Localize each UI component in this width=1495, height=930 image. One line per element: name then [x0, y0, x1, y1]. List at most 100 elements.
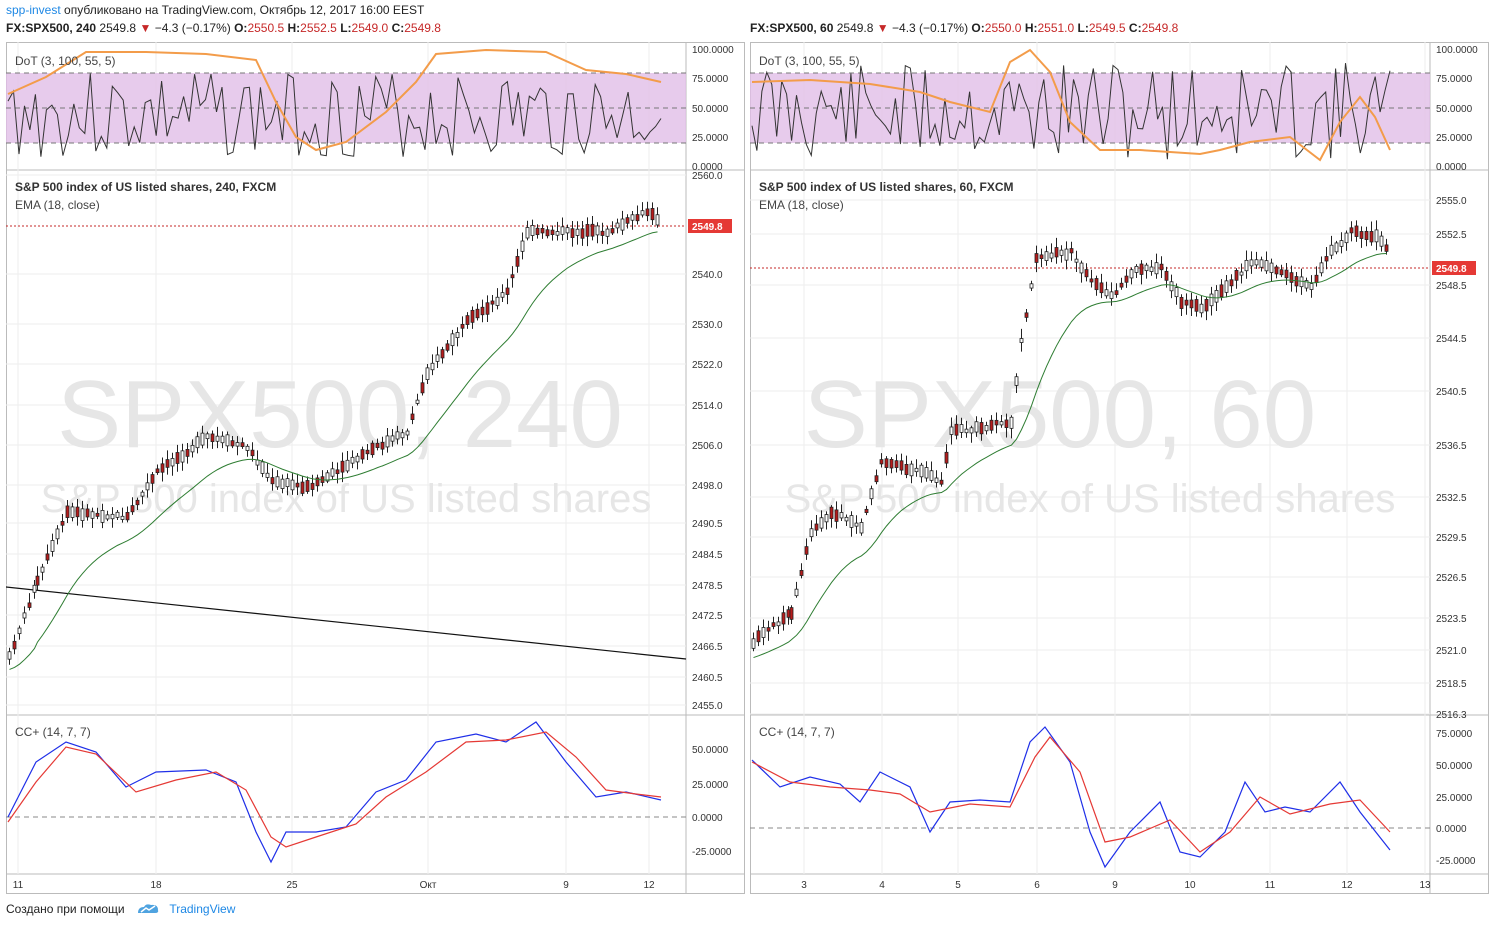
candle	[1149, 259, 1154, 276]
price-tick: 2455.0	[692, 701, 723, 712]
price-tick: 2552.5	[1436, 230, 1467, 241]
candle	[495, 288, 500, 310]
watermark-description: S&P 500 index of US listed shares	[785, 477, 1396, 521]
candle	[766, 620, 771, 641]
right-chart-panel[interactable]: DoT (3, 100, 55, 5) 100.0000 75.0000 50.…	[750, 42, 1489, 894]
candle	[60, 513, 65, 533]
candle	[570, 221, 575, 247]
candle	[979, 417, 984, 441]
time-tick: 11	[13, 880, 24, 891]
candle	[465, 312, 470, 329]
trendline[interactable]	[6, 586, 687, 660]
dot-oscillator-line	[751, 63, 1391, 160]
candle	[1364, 226, 1369, 247]
candle	[1309, 275, 1314, 298]
right-symbol[interactable]: FX:SPX500, 60	[750, 21, 834, 35]
candle	[17, 625, 22, 640]
candle	[1294, 272, 1299, 293]
right-high: 2551.0	[1037, 21, 1075, 35]
candle	[485, 295, 490, 322]
candle	[859, 518, 864, 536]
candle	[365, 443, 370, 460]
candle	[899, 453, 904, 475]
candle	[540, 224, 545, 239]
candle	[934, 470, 939, 488]
candle	[1264, 251, 1269, 274]
candle	[590, 216, 595, 241]
candle	[525, 220, 530, 241]
candle	[1324, 246, 1329, 270]
time-tick: Окт	[420, 880, 437, 891]
candle	[1099, 273, 1104, 299]
candle	[425, 364, 430, 384]
down-arrow-icon: ▼	[876, 21, 889, 35]
tradingview-link[interactable]: TradingView	[169, 902, 236, 916]
left-chart-svg[interactable]: DoT (3, 100, 55, 5) 100.0000 75.0000 50.…	[6, 42, 745, 894]
candle	[1239, 263, 1244, 284]
candle	[824, 511, 829, 530]
left-chart-panel[interactable]: DoT (3, 100, 55, 5) 100.0000 75.0000 50.…	[6, 42, 745, 894]
candle	[834, 501, 839, 529]
candle	[350, 450, 355, 469]
candle	[1024, 308, 1029, 322]
candle	[1209, 286, 1214, 316]
time-tick: 4	[879, 880, 885, 891]
candle	[1084, 263, 1089, 282]
candle	[904, 455, 909, 479]
c-label: C:	[1128, 21, 1142, 35]
cc-slow-line	[751, 736, 1391, 853]
candle	[565, 224, 570, 240]
candle	[375, 438, 380, 451]
price-tick: 2532.5	[1436, 493, 1467, 504]
candle	[1269, 258, 1274, 282]
candle	[869, 485, 874, 506]
candle	[1344, 230, 1349, 251]
candle	[854, 515, 859, 534]
candle	[345, 450, 350, 474]
price-badge-text: 2549.8	[1436, 264, 1467, 275]
price-badge	[688, 219, 732, 233]
cc-tick: 50.0000	[692, 745, 729, 756]
right-chart-svg[interactable]: DoT (3, 100, 55, 5) 100.0000 75.0000 50.…	[750, 42, 1489, 894]
candle	[1094, 275, 1099, 296]
candle	[585, 217, 590, 247]
candle	[974, 416, 979, 437]
candle	[210, 430, 215, 449]
dot-tick: 0.0000	[692, 162, 723, 173]
candle	[160, 457, 165, 482]
candle	[315, 474, 320, 492]
price-tick: 2518.5	[1436, 679, 1467, 690]
candle	[1154, 253, 1159, 279]
candle	[75, 498, 80, 526]
candle	[270, 468, 275, 491]
candle	[115, 510, 120, 521]
ema-label: EMA (18, close)	[15, 198, 100, 212]
candle	[240, 437, 245, 449]
candle	[1129, 267, 1134, 285]
right-symbol-line: FX:SPX500, 60 2549.8 ▼ −4.3 (−0.17%) O:2…	[750, 21, 1178, 35]
candle	[1089, 269, 1094, 288]
candle	[390, 428, 395, 447]
left-symbol[interactable]: FX:SPX500, 240	[6, 21, 97, 35]
author-link[interactable]: spp-invest	[6, 3, 61, 17]
candle	[1004, 413, 1009, 438]
candle	[989, 415, 994, 434]
candle	[395, 425, 400, 445]
time-tick: 5	[955, 880, 961, 891]
candle	[1189, 292, 1194, 317]
candle	[520, 232, 525, 260]
candle	[1079, 260, 1084, 283]
candle	[776, 616, 781, 634]
left-low: 2549.0	[351, 21, 389, 35]
candle	[330, 461, 335, 480]
price-tick: 2484.5	[692, 550, 723, 561]
candle	[914, 459, 919, 477]
candle	[944, 444, 949, 469]
candle	[984, 421, 989, 435]
candle	[560, 217, 565, 241]
price-badge-text: 2549.8	[692, 222, 723, 233]
cc-tick: 0.0000	[1436, 824, 1467, 835]
candles	[7, 201, 660, 665]
candle	[949, 417, 954, 445]
candle	[994, 412, 999, 434]
